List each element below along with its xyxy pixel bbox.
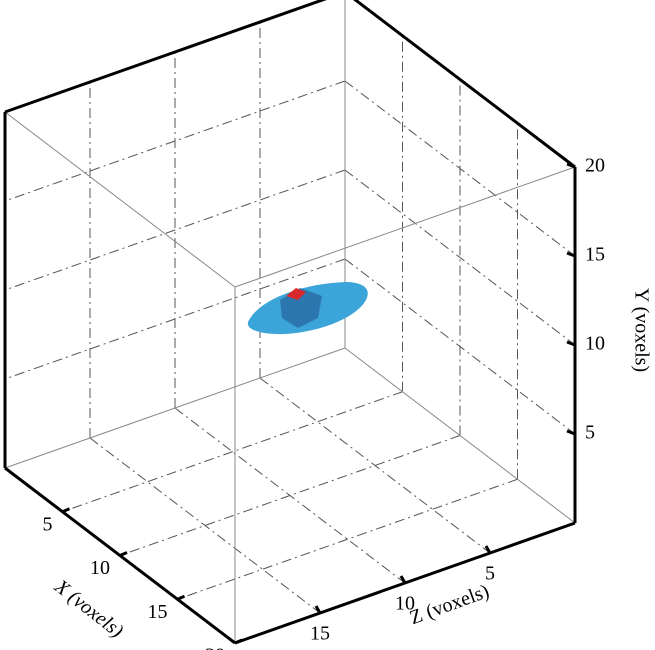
tick-mark: [234, 638, 243, 645]
grid-line: [62, 391, 403, 513]
box: [3, 0, 577, 645]
z-tick-label: 10: [395, 593, 415, 615]
y-tick-label: 15: [585, 244, 605, 266]
grid-line: [177, 478, 518, 600]
x-tick-label: 10: [90, 557, 110, 579]
tick-mark: [176, 594, 186, 601]
grid-line: [344, 169, 576, 346]
tick-mark: [566, 251, 576, 258]
box-edge: [234, 166, 576, 288]
isosurface: [247, 282, 368, 335]
y-tick-label: 20: [585, 155, 605, 177]
z-axis-title: Z (voxels): [407, 580, 492, 629]
grid-line: [344, 258, 576, 435]
y-axis-title: Y (voxels): [630, 288, 652, 372]
tick-mark: [61, 507, 71, 514]
tick-mark: [119, 551, 128, 557]
x-tick-label: 15: [148, 601, 168, 623]
box-edge: [4, 111, 236, 288]
x-axis-title: X (voxels): [50, 575, 128, 643]
z-tick-label: 5: [485, 563, 495, 585]
tick-mark: [566, 340, 576, 347]
y-tick-label: 5: [585, 422, 595, 444]
tick-mark: [314, 605, 322, 614]
tick-mark: [566, 429, 576, 436]
grid-line: [89, 437, 321, 614]
tick-mark: [566, 162, 576, 169]
inner-surface: [280, 288, 322, 328]
box-edge: [4, 0, 327, 114]
y-tick-label: 10: [585, 333, 605, 355]
tick-mark: [399, 575, 407, 584]
grid-line: [344, 80, 576, 257]
x-tick-label: 5: [43, 513, 53, 535]
x-tick-label: 20: [205, 645, 225, 650]
red-surface: [286, 288, 306, 300]
box-edge: [344, 347, 576, 524]
tick-mark: [484, 545, 492, 554]
box-edge: [4, 347, 346, 469]
box-edge: [353, 0, 576, 169]
grid-line: [174, 407, 406, 584]
z-tick-label: 15: [310, 623, 330, 645]
grid-line: [259, 377, 491, 554]
grid-line: [4, 169, 346, 291]
